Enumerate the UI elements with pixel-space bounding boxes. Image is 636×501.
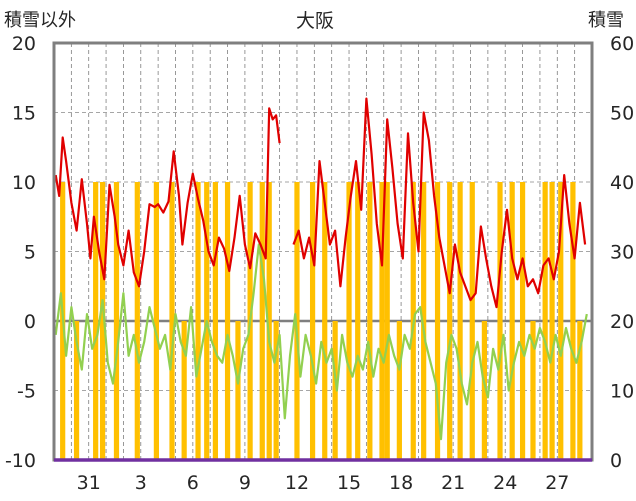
- x-tick-label: 27: [545, 472, 569, 494]
- left-tick-label: 15: [12, 103, 36, 125]
- snow-bar: [384, 182, 390, 460]
- snow-bar: [134, 182, 140, 460]
- snow-bar: [519, 182, 526, 460]
- x-tick-label: 24: [493, 472, 517, 494]
- snow-bar: [195, 182, 201, 460]
- snow-bar: [273, 321, 279, 460]
- x-tick-label: 6: [187, 472, 199, 494]
- x-tick-label: 15: [337, 472, 361, 494]
- snow-bar: [355, 182, 361, 460]
- snow-bar: [346, 182, 352, 460]
- left-axis-label: 積雪以外: [4, 10, 76, 31]
- x-tick-label: 3: [135, 472, 147, 494]
- snow-bar: [530, 321, 536, 460]
- snow-bar: [322, 182, 328, 460]
- chart-title: 大阪: [296, 10, 335, 32]
- snow-bar: [113, 182, 120, 460]
- snow-bar: [99, 182, 106, 460]
- x-tick-label: 9: [239, 472, 251, 494]
- left-tick-label: 5: [24, 242, 36, 264]
- snow-bar: [434, 182, 441, 460]
- plot-frame: [52, 41, 594, 462]
- snow-bar: [558, 182, 564, 460]
- red-series-line: [54, 107, 281, 288]
- left-tick-label: 20: [12, 33, 36, 55]
- green-series-line: [54, 243, 588, 441]
- x-tick-label: 12: [285, 472, 309, 494]
- snow-bar: [447, 182, 453, 460]
- left-tick-label: 10: [12, 172, 36, 194]
- left-tick-label: -10: [5, 450, 36, 472]
- x-tick-label: 18: [389, 472, 413, 494]
- series-lines: [54, 97, 588, 441]
- snow-bar: [497, 182, 503, 460]
- snow-bar: [549, 182, 555, 460]
- snow-bar: [224, 182, 231, 460]
- snow-bar: [93, 182, 99, 460]
- left-tick-label: -5: [17, 381, 36, 403]
- snow-bar: [235, 321, 241, 460]
- right-tick-label: 60: [610, 33, 634, 55]
- right-tick-label: 20: [610, 311, 634, 333]
- snow-bar: [332, 321, 338, 460]
- right-tick-label: 10: [610, 381, 634, 403]
- red-series-line: [292, 97, 587, 309]
- snow-bar: [379, 182, 385, 460]
- right-axis-label: 積雪: [588, 10, 624, 31]
- snow-bar: [570, 182, 576, 460]
- snow-bar: [259, 182, 265, 460]
- snow-bar: [481, 321, 488, 460]
- snow-bar: [421, 182, 427, 460]
- snow-bar: [294, 182, 300, 460]
- right-tick-label: 30: [610, 242, 634, 264]
- snow-bar: [542, 182, 548, 460]
- snow-bar: [153, 182, 159, 460]
- snow-bar: [469, 182, 475, 460]
- snow-bar: [181, 321, 187, 460]
- x-tick-label: 21: [441, 472, 465, 494]
- snow-bar: [169, 182, 175, 460]
- snow-bar: [509, 182, 515, 460]
- snow-bar: [309, 182, 316, 460]
- x-tick-label: 31: [77, 472, 101, 494]
- snow-bar: [367, 182, 373, 460]
- snow-bar: [457, 182, 463, 460]
- snow-bar: [266, 182, 272, 460]
- snow-bar: [577, 321, 583, 460]
- right-tick-label: 0: [610, 450, 622, 472]
- snow-bar: [212, 182, 219, 460]
- right-tick-label: 50: [610, 103, 634, 125]
- snow-bar: [73, 321, 80, 460]
- snow-bar: [396, 321, 402, 460]
- right-tick-label: 40: [610, 172, 634, 194]
- left-tick-label: 0: [24, 311, 36, 333]
